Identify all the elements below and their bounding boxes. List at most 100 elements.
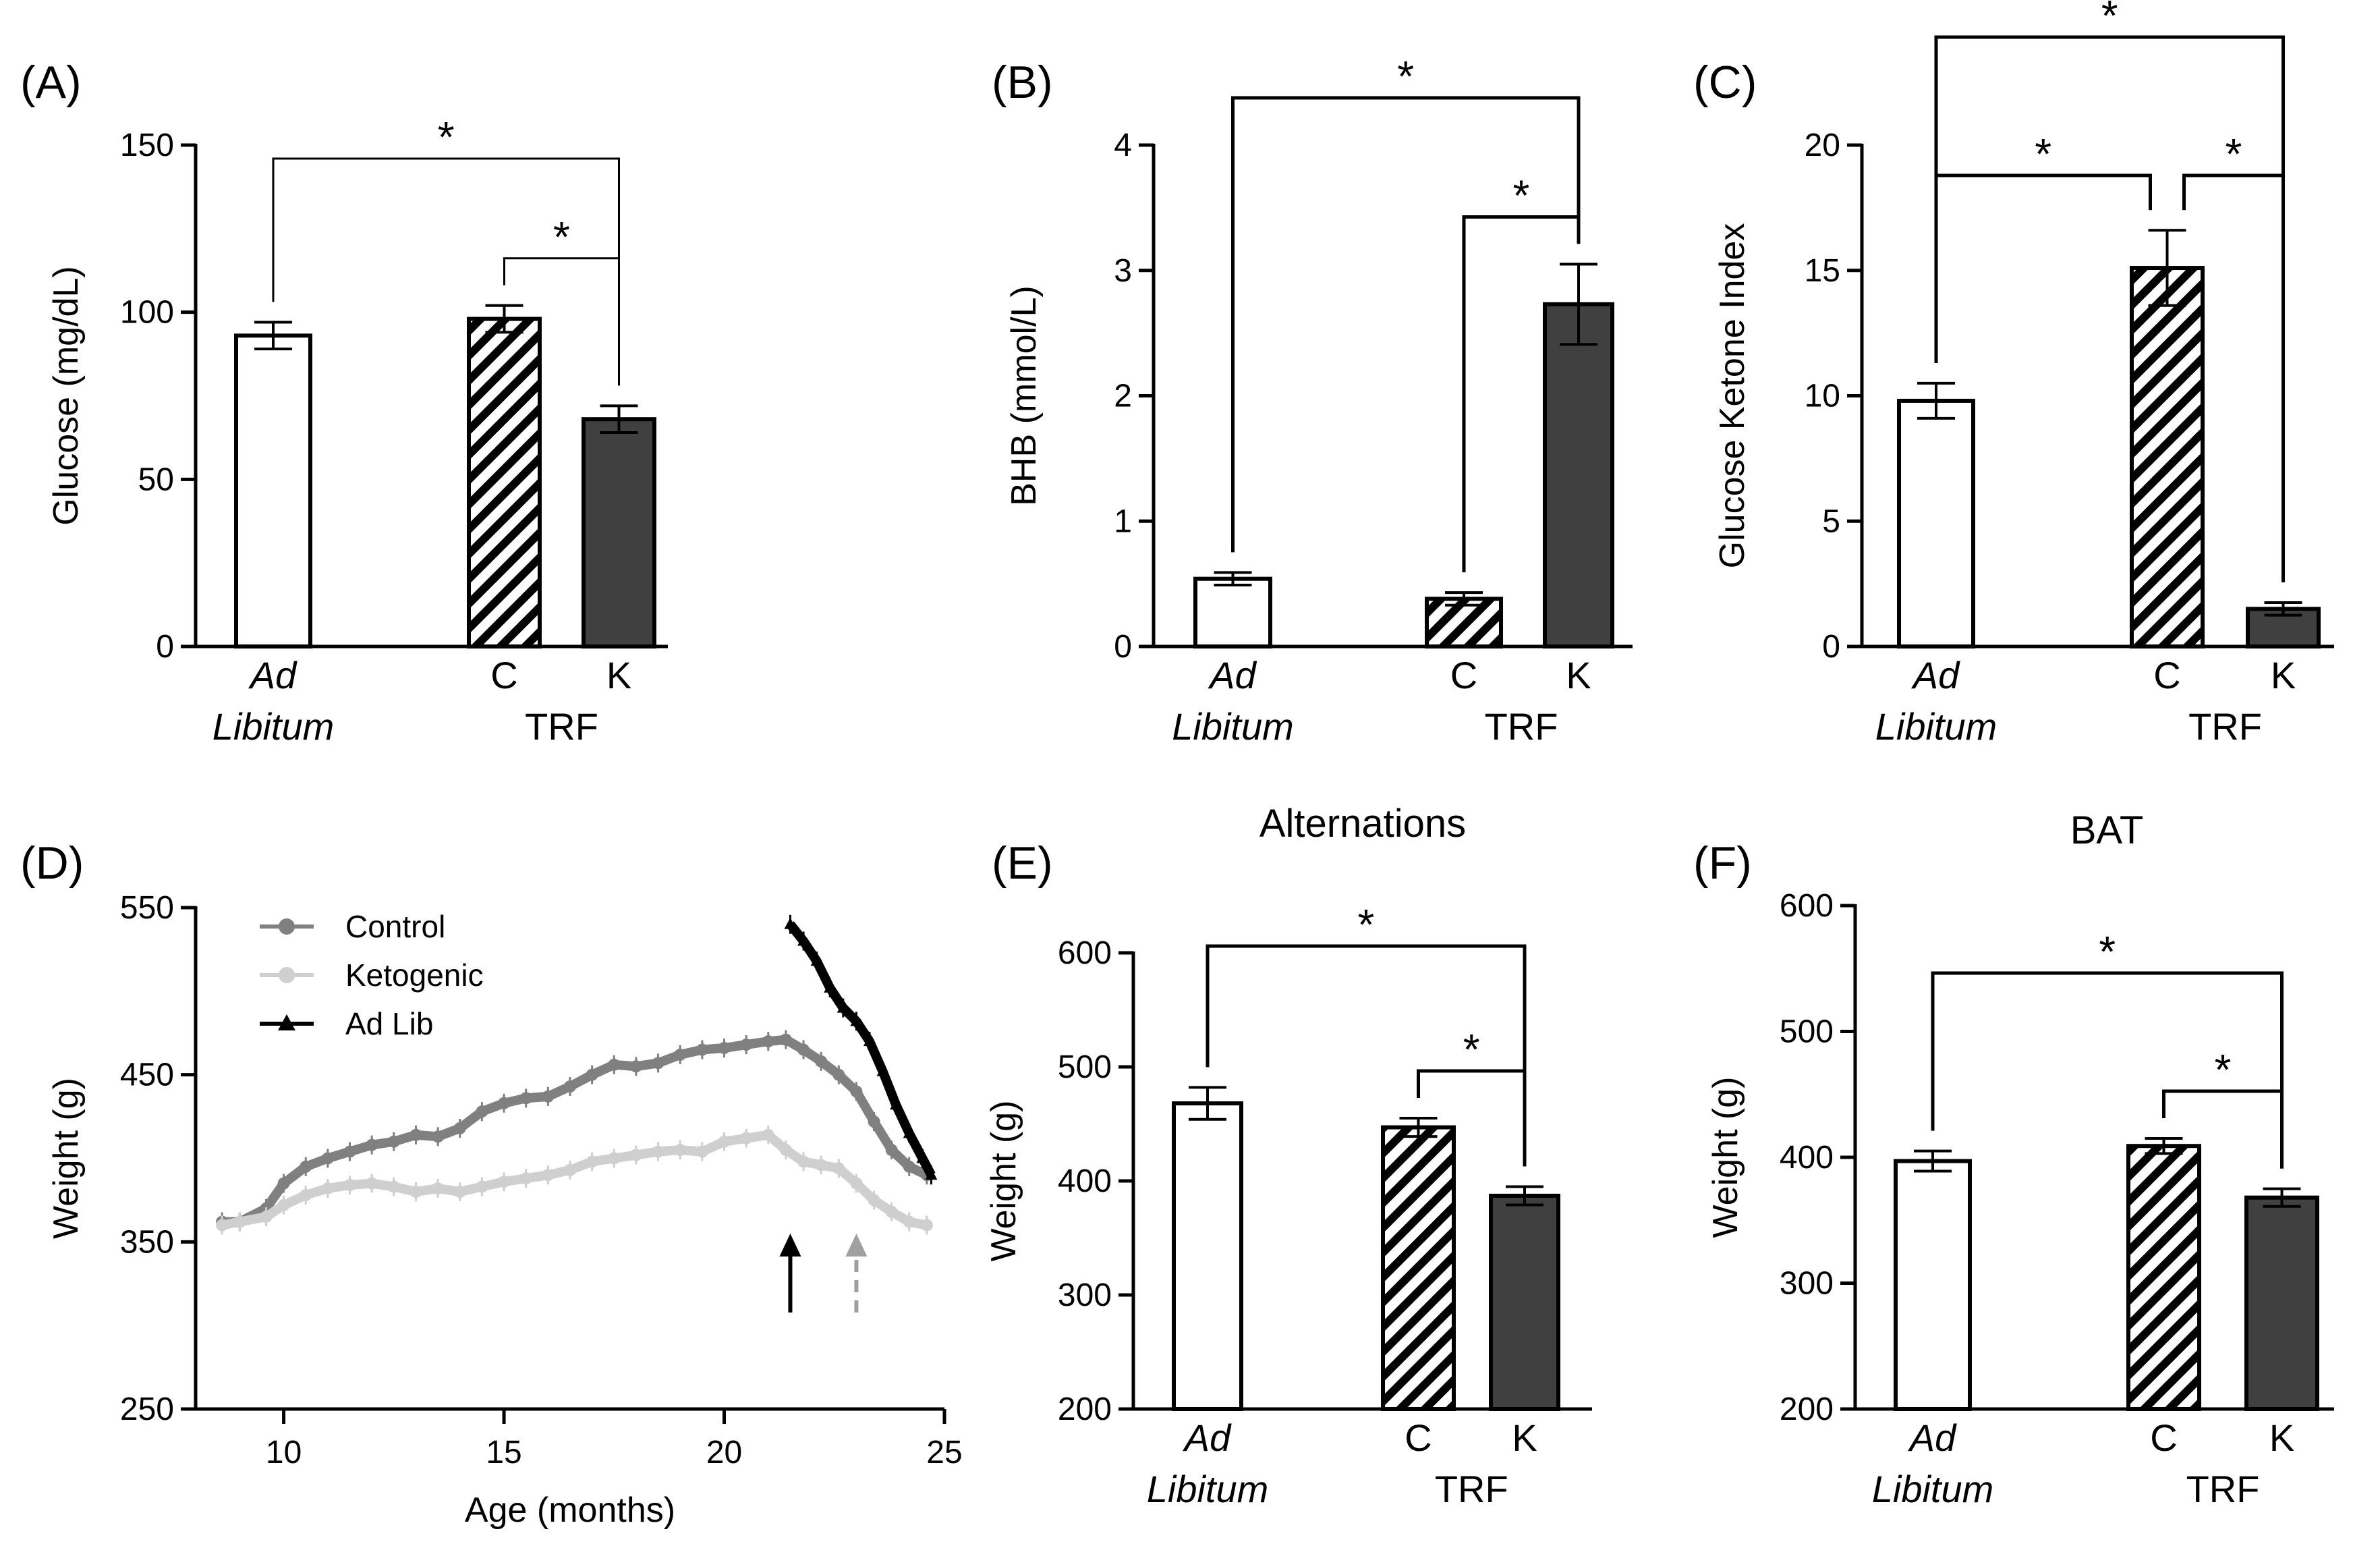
panel-f: (F) BAT 200 300 400 500 600 Weight (g) Ad Libitum… xyxy=(1693,808,2334,1510)
data-point xyxy=(498,1176,511,1188)
data-point xyxy=(762,1035,774,1048)
panel-c: (C) 0 5 10 15 20 Glucose Ketone Index Ad Libitum… xyxy=(1693,0,2334,748)
panel-label: (A) xyxy=(20,57,82,108)
y-tick-label: 2 xyxy=(1114,379,1132,414)
category-label-ad: Ad xyxy=(1908,1416,1957,1459)
bar-trf-c xyxy=(467,316,542,648)
data-point xyxy=(608,1058,621,1071)
data-point xyxy=(824,981,837,993)
category-label-k: K xyxy=(606,654,631,696)
panel-d: (D) 250 350 450 550 10 15 20 25 Age (months) Weigh… xyxy=(20,837,963,1530)
data-point xyxy=(779,1033,792,1046)
category-label-ad: Ad xyxy=(1911,654,1960,696)
data-point xyxy=(868,1115,880,1128)
panel-label: (E) xyxy=(992,837,1053,889)
y-tick-label: 550 xyxy=(120,890,174,926)
data-point xyxy=(432,1182,445,1195)
data-point xyxy=(696,1043,708,1056)
group-label-trf: TRF xyxy=(1435,1468,1508,1510)
data-point xyxy=(718,1135,731,1148)
category-label-k: K xyxy=(1566,654,1591,696)
data-point xyxy=(629,1060,642,1073)
y-tick-label: 300 xyxy=(1780,1266,1834,1302)
bar-trf-c xyxy=(2126,1144,2201,1411)
bar-trf-c xyxy=(1425,597,1503,648)
data-point xyxy=(863,1034,876,1047)
significance-bracket xyxy=(272,157,620,386)
data-point xyxy=(762,1128,774,1141)
significance-bracket xyxy=(1231,96,1581,553)
series-ketogenic xyxy=(216,1125,933,1235)
data-point xyxy=(925,1168,938,1180)
data-point xyxy=(837,1001,849,1013)
data-point xyxy=(343,1145,356,1158)
bar-ad-libitum xyxy=(1172,1101,1243,1411)
data-point xyxy=(476,1180,488,1193)
y-tick-label: 20 xyxy=(1805,128,1840,163)
data-point xyxy=(916,1151,929,1163)
significance-star: * xyxy=(2035,130,2051,178)
data-point xyxy=(784,917,797,929)
y-tick-label: 1 xyxy=(1114,503,1132,539)
y-tick-label: 400 xyxy=(1058,1163,1112,1199)
y-axis-label: Glucose (mg/dL) xyxy=(47,266,86,525)
data-point xyxy=(586,1068,598,1081)
data-point xyxy=(233,1215,246,1228)
significance-star: * xyxy=(2099,927,2116,976)
data-point xyxy=(674,1048,687,1061)
y-tick-label: 0 xyxy=(1114,629,1132,665)
y-tick-label: 200 xyxy=(1058,1391,1112,1427)
data-point xyxy=(564,1080,576,1093)
data-point xyxy=(652,1057,664,1070)
data-point xyxy=(850,1177,863,1190)
data-point xyxy=(815,1055,828,1068)
data-point xyxy=(797,934,810,946)
y-axis-label: Weight (g) xyxy=(1706,1077,1745,1238)
bar-trf-k xyxy=(1489,1193,1560,1411)
data-point xyxy=(740,1039,753,1051)
data-point xyxy=(903,1160,915,1173)
significance-star: * xyxy=(2226,130,2242,178)
data-point xyxy=(815,1159,828,1171)
data-point xyxy=(387,1180,400,1193)
y-tick-label: 250 xyxy=(120,1391,174,1427)
y-tick-label: 100 xyxy=(120,295,174,331)
data-point xyxy=(629,1149,642,1161)
significance-star: * xyxy=(1513,171,1530,219)
data-point xyxy=(519,1172,532,1185)
significance-star: * xyxy=(438,113,455,161)
data-point xyxy=(366,1138,378,1151)
data-point xyxy=(453,1122,466,1134)
legend-marker xyxy=(278,1014,295,1030)
data-point xyxy=(453,1186,466,1198)
data-point xyxy=(832,1068,845,1081)
bar-trf-k xyxy=(2244,1195,2319,1412)
data-point xyxy=(260,1211,273,1223)
y-tick-label: 300 xyxy=(1058,1277,1112,1313)
y-tick-label: 150 xyxy=(120,128,174,163)
data-point xyxy=(920,1219,933,1232)
data-point xyxy=(832,1162,845,1175)
data-point xyxy=(476,1105,488,1118)
y-tick-label: 500 xyxy=(1780,1014,1834,1050)
legend-marker xyxy=(279,967,295,983)
y-tick-label: 0 xyxy=(1822,629,1840,665)
data-point xyxy=(564,1163,576,1176)
y-axis-label: Glucose Ketone Index xyxy=(1713,223,1752,569)
data-point xyxy=(903,1215,915,1228)
data-point xyxy=(343,1179,356,1192)
timepoint-arrow-head xyxy=(845,1234,868,1257)
category-label-c: C xyxy=(2150,1416,2177,1459)
data-point xyxy=(890,1098,903,1110)
timepoint-arrow-head xyxy=(779,1234,801,1257)
panel-label: (D) xyxy=(20,837,84,889)
data-point xyxy=(277,1198,290,1211)
x-tick-label: 20 xyxy=(706,1435,742,1470)
x-tick-label: 25 xyxy=(926,1435,962,1470)
panel-e: (E) Alternations 200 300 400 500 600 Weight (g)… xyxy=(984,802,1592,1510)
category-label-libitum: Libitum xyxy=(1875,705,1998,748)
y-tick-label: 10 xyxy=(1805,379,1840,414)
x-tick-label: 15 xyxy=(486,1435,521,1470)
data-point xyxy=(498,1097,511,1109)
legend-label: Ketogenic xyxy=(345,958,484,993)
